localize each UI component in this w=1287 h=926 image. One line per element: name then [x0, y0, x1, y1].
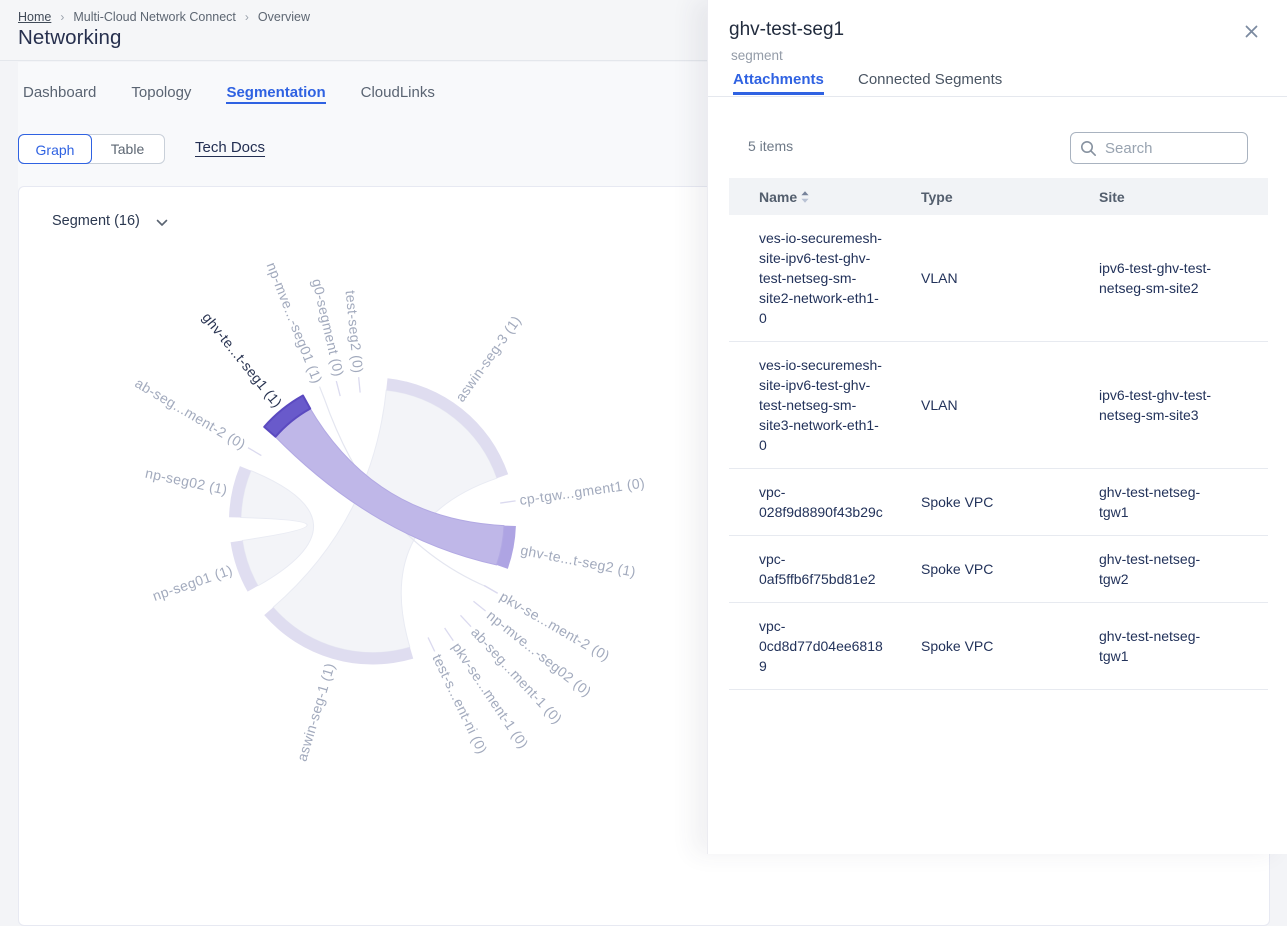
svg-text:cp-tgw...gment1 (0): cp-tgw...gment1 (0) [518, 475, 645, 508]
svg-text:test-seg2 (0): test-seg2 (0) [343, 290, 367, 374]
svg-text:ghv-te...t-seg2 (1): ghv-te...t-seg2 (1) [519, 542, 637, 580]
svg-text:np-seg02 (1): np-seg02 (1) [144, 465, 229, 498]
svg-text:np-seg01 (1): np-seg01 (1) [150, 562, 234, 604]
svg-text:ghv-te...t-seg1 (1): ghv-te...t-seg1 (1) [199, 309, 285, 410]
svg-text:ab-seg...ment-2 (0): ab-seg...ment-2 (0) [132, 375, 248, 453]
svg-text:aswin-seg-3 (1): aswin-seg-3 (1) [452, 312, 524, 404]
svg-text:aswin-seg-1 (1): aswin-seg-1 (1) [294, 661, 338, 763]
